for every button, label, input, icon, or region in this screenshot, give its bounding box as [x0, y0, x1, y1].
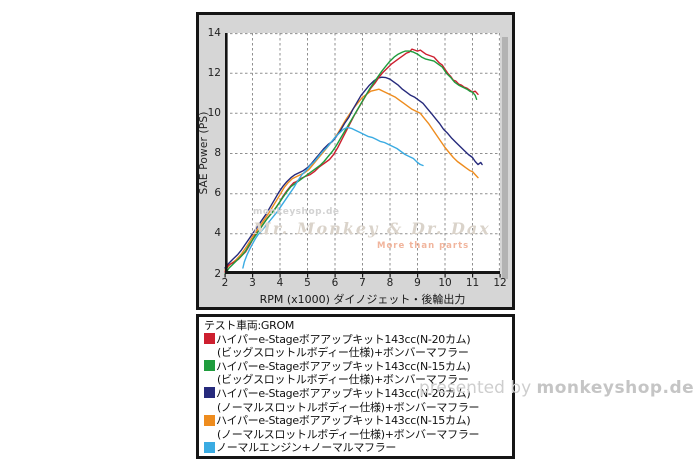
legend-title: テスト車両:GROM [204, 319, 295, 332]
dyno-curves-svg [224, 33, 501, 278]
x-tick-mark-2 [224, 274, 226, 278]
x-tick-mark-7 [362, 274, 364, 278]
x-tick-mark-4 [279, 274, 281, 278]
legend-item-2-line1: ハイパーe-Stageボアアップキット143cc(N-20カム) [204, 387, 512, 401]
dyno-chart-panel: SAE Power (PS) 2 4 6 8 10 12 14 monkeyshop.de … [196, 12, 515, 310]
legend-swatch-1 [204, 360, 215, 372]
series-line-2 [224, 48, 479, 273]
x-tick-mark-8 [389, 274, 391, 278]
x-tick-mark-9 [417, 274, 419, 278]
x-tick-mark-10 [444, 274, 446, 278]
x-tick-label-11: 11 [465, 277, 480, 289]
x-tick-mark-12 [499, 274, 501, 278]
x-tick-mark-5 [307, 274, 309, 278]
y-tick-label-6: 6 [214, 187, 221, 200]
legend-swatch-3 [204, 414, 215, 426]
legend-item-3-line1: ハイパーe-Stageボアアップキット143cc(N-15カム) [204, 414, 512, 428]
x-tick-mark-6 [334, 274, 336, 278]
x-tick-label-4: 4 [276, 277, 284, 289]
series-line-1 [224, 76, 483, 269]
x-tick-label-6: 6 [331, 277, 339, 289]
series-line-0 [224, 88, 479, 271]
legend-swatch-0 [204, 333, 215, 345]
x-tick-label-8: 8 [386, 277, 394, 289]
presented-by-brand: monkeyshop.de [536, 378, 695, 398]
x-tick-mark-11 [472, 274, 474, 278]
y-axis-spine [225, 33, 228, 274]
legend-item-4-line1: ノーマルエンジン+ノーマルマフラー [204, 441, 512, 455]
legend-item-0-line1: ハイパーe-Stageボアアップキット143cc(N-20カム) [204, 333, 512, 347]
plot-shadow [502, 37, 508, 279]
x-tick-label-7: 7 [359, 277, 366, 289]
legend-item-1-line2: (ビッグスロットルボディー仕様)+ボンバーマフラー [217, 373, 469, 387]
x-tick-label-10: 10 [438, 277, 452, 289]
legend-entries: ハイパーe-Stageボアアップキット143cc(N-20カム) (ビッグスロット… [204, 333, 512, 455]
legend-item-1-line1: ハイパーe-Stageボアアップキット143cc(N-15カム) [204, 360, 512, 374]
legend-item-3-line2: (ノーマルスロットルボディー仕様)+ボンバーマフラー [217, 427, 480, 441]
x-axis-title: RPM (x1000) ダイノジェット・後輪出力 [259, 293, 466, 306]
x-tick-label-5: 5 [304, 277, 311, 289]
y-tick-label-10: 10 [207, 106, 221, 119]
series-line-4 [242, 126, 424, 269]
x-tick-label-2: 2 [221, 277, 229, 289]
y-tick-label-12: 12 [207, 66, 221, 79]
x-tick-label-9: 9 [414, 277, 421, 289]
y-tick-label-8: 8 [214, 147, 221, 159]
y-tick-label-2: 2 [214, 267, 221, 280]
x-tick-label-3: 3 [249, 277, 256, 289]
series-line-3 [224, 50, 478, 275]
legend-item-2-line2: (ノーマルスロットルボディー仕様)+ボンバーマフラー [217, 400, 480, 414]
y-tick-label-4: 4 [214, 227, 221, 240]
legend-swatch-2 [204, 387, 215, 399]
plot-area: monkeyshop.de Mr. Monkey & Dr. Dax More … [224, 33, 501, 278]
y-tick-label-14: 14 [207, 26, 221, 39]
legend-panel: テスト車両:GROM ハイパーe-Stageボアアップキット143cc(N-20… [196, 314, 515, 459]
legend-item-0-line2: (ビッグスロットルボディー仕様)+ボンバーマフラー [217, 346, 469, 360]
legend-swatch-4 [204, 441, 215, 453]
x-tick-mark-3 [252, 274, 254, 278]
x-tick-label-12: 12 [493, 277, 507, 289]
x-axis-spine [225, 271, 500, 274]
